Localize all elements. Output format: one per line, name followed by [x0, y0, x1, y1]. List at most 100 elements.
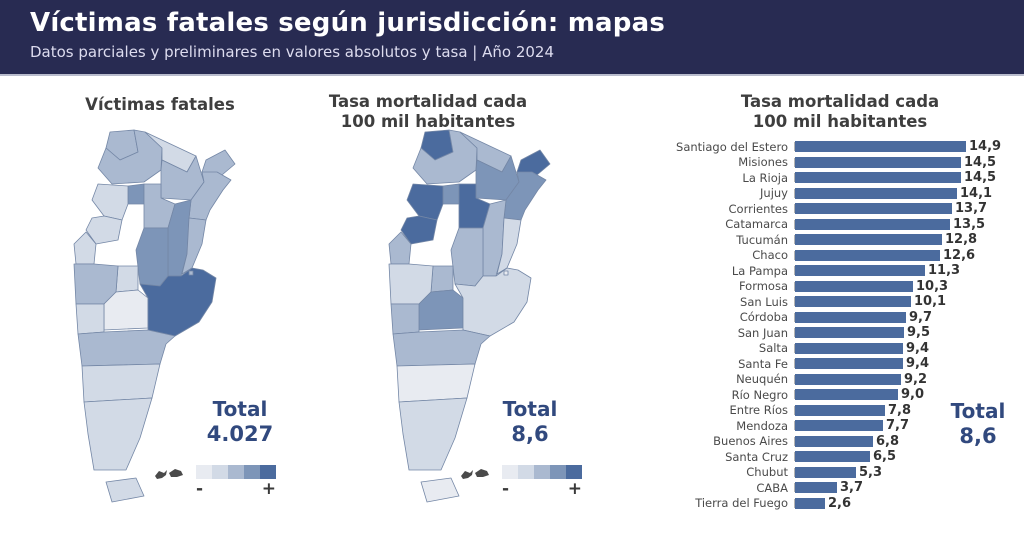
axis-tick: [794, 374, 795, 384]
province-label: Catamarca: [725, 217, 788, 232]
bar-row: Formosa 10,3: [650, 279, 1022, 295]
legend-minus-label: -: [196, 479, 204, 499]
map-absolute-legend: - +: [196, 465, 276, 499]
province-entrerios: [496, 217, 522, 275]
bar: [795, 342, 903, 354]
value-label: 6,8: [876, 433, 900, 449]
province-label: Jujuy: [760, 186, 788, 201]
province-cordoba: [135, 227, 169, 287]
bar: [795, 389, 898, 401]
province-chaco: [160, 155, 205, 201]
province-chubut: [396, 363, 476, 403]
province-label: Santa Cruz: [725, 449, 788, 464]
total-label: Total: [502, 397, 558, 421]
bar-row: Santiago del Estero 14,9: [650, 139, 1022, 155]
province-cordoba: [450, 227, 484, 287]
province-label: Corrientes: [728, 201, 788, 216]
bar: [795, 265, 925, 277]
axis-tick: [794, 142, 795, 152]
province-tdf: [420, 477, 460, 503]
map-rate: [388, 129, 551, 503]
province-neuquen: [390, 303, 420, 335]
province-catamarca: [406, 183, 444, 221]
province-caba: [188, 270, 194, 276]
legend-swatch-3: [534, 465, 550, 479]
bar: [795, 327, 904, 339]
bar-row: Salta 9,4: [650, 341, 1022, 357]
bar: [795, 420, 883, 432]
axis-tick: [794, 173, 795, 183]
bar: [795, 404, 885, 416]
value-label: 9,7: [909, 309, 933, 325]
province-catamarca: [91, 183, 129, 221]
value-label: 13,7: [955, 201, 988, 217]
bar-row: Santa Fe 9,4: [650, 356, 1022, 372]
province-label: Santa Fe: [738, 356, 788, 371]
axis-tick: [794, 219, 795, 229]
malvinas-islands-icon: [461, 469, 489, 479]
value-label: 10,1: [914, 294, 947, 310]
bar-row: Chubut 5,3: [650, 465, 1022, 481]
bar-row: Chaco 12,6: [650, 248, 1022, 264]
value-label: 9,0: [901, 387, 925, 403]
province-label: Mendoza: [736, 418, 788, 433]
value-label: 14,5: [964, 170, 997, 186]
page-subtitle: Datos parciales y preliminares en valore…: [30, 43, 555, 61]
axis-tick: [794, 235, 795, 245]
legend-minus-label: -: [502, 479, 510, 499]
province-caba: [503, 270, 509, 276]
bar-row: La Rioja 14,5: [650, 170, 1022, 186]
total-label: Total: [212, 397, 268, 421]
province-tdf: [105, 477, 145, 503]
axis-tick: [794, 204, 795, 214]
map-absolute-title: Víctimas fatales: [85, 95, 235, 114]
axis-tick: [794, 343, 795, 353]
bar-row: Córdoba 9,7: [650, 310, 1022, 326]
province-rionegro: [392, 329, 491, 367]
bar: [795, 280, 913, 292]
province-rionegro: [77, 329, 176, 367]
bar: [795, 187, 957, 199]
bar-row: Río Negro 9,0: [650, 387, 1022, 403]
total-label: Total: [950, 399, 1006, 423]
axis-tick: [794, 390, 795, 400]
province-sanluis: [430, 265, 454, 293]
axis-tick: [794, 188, 795, 198]
bar-row: San Luis 10,1: [650, 294, 1022, 310]
province-label: Tierra del Fuego: [695, 496, 788, 511]
total-value: 8,6: [511, 422, 549, 446]
value-label: 12,6: [943, 247, 976, 263]
legend-swatch-3: [228, 465, 244, 479]
bar-row: CABA 3,7: [650, 480, 1022, 496]
legend-swatch-1: [196, 465, 212, 479]
bar-chart-total: Total 8,6: [938, 400, 1018, 449]
value-label: 14,1: [960, 185, 993, 201]
map-absolute-total: Total 4.027: [188, 398, 292, 447]
province-larioja: [85, 215, 123, 245]
axis-tick: [794, 359, 795, 369]
map-absolute: [73, 129, 236, 503]
province-label: CABA: [756, 480, 788, 495]
province-label: Tucumán: [736, 232, 788, 247]
province-label: Buenos Aires: [713, 434, 788, 449]
bar: [795, 373, 901, 385]
value-label: 9,2: [904, 371, 928, 387]
bar-row: Tierra del Fuego 2,6: [650, 496, 1022, 512]
bar: [795, 311, 906, 323]
province-tucuman: [127, 183, 145, 205]
bar-chart-title: Tasa mortalidad cada 100 mil habitantes: [740, 92, 940, 131]
province-label: Chaco: [752, 248, 788, 263]
map-rate-total: Total 8,6: [478, 398, 582, 447]
province-label: Misiones: [738, 155, 788, 170]
bar: [795, 218, 950, 230]
bar-row: Santa Cruz 6,5: [650, 449, 1022, 465]
bar: [795, 296, 911, 308]
axis-tick: [794, 266, 795, 276]
legend-plus-label: +: [261, 479, 276, 499]
bar-row: Catamarca 13,5: [650, 217, 1022, 233]
province-label: San Juan: [737, 325, 788, 340]
value-label: 14,9: [969, 139, 1002, 155]
axis-tick: [794, 421, 795, 431]
value-label: 12,8: [945, 232, 978, 248]
value-label: 10,3: [916, 278, 949, 294]
